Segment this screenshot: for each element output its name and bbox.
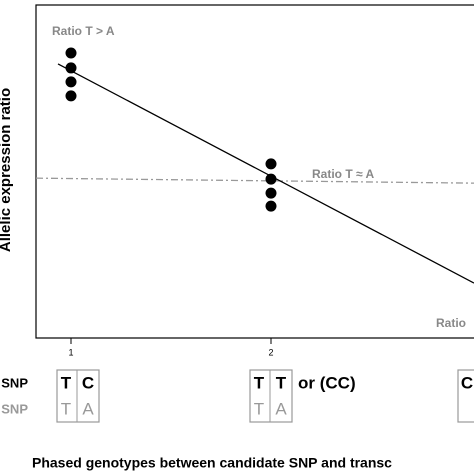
genotype-note: or (CC) [298,373,356,392]
genotype-allele: T [254,373,265,392]
annotation: Ratio [436,316,466,330]
annotation: Ratio T ≈ A [312,167,374,181]
data-point [65,76,77,88]
data-point [65,62,77,74]
genotype-allele: T [254,399,264,418]
genotype-allele: C [82,373,94,392]
y-axis-label: Allelic expression ratio [0,88,14,252]
x-tick-label: 2 [268,347,273,357]
genotype-allele: C [461,373,473,392]
genotype-allele: T [276,373,287,392]
genotype-allele: T [61,373,72,392]
row-label: SNP [1,401,28,416]
data-point [265,158,277,170]
genotype-box [56,369,100,423]
genotype-box [457,369,474,423]
data-point [265,187,277,199]
genotype-box [249,369,293,423]
data-point [65,90,77,102]
data-point [65,47,77,59]
trend-line [35,177,474,184]
x-axis-label: Phased genotypes between candidate SNP a… [32,455,392,471]
genotype-allele: A [275,399,287,418]
data-point [265,173,277,185]
plot-frame [35,4,474,339]
genotype-allele: A [82,399,94,418]
trend-line [57,63,474,284]
data-point [265,200,277,212]
x-tick-label: 1 [68,347,73,357]
genotype-allele: T [61,399,71,418]
row-label: SNP [1,375,28,390]
annotation: Ratio T > A [52,24,115,38]
